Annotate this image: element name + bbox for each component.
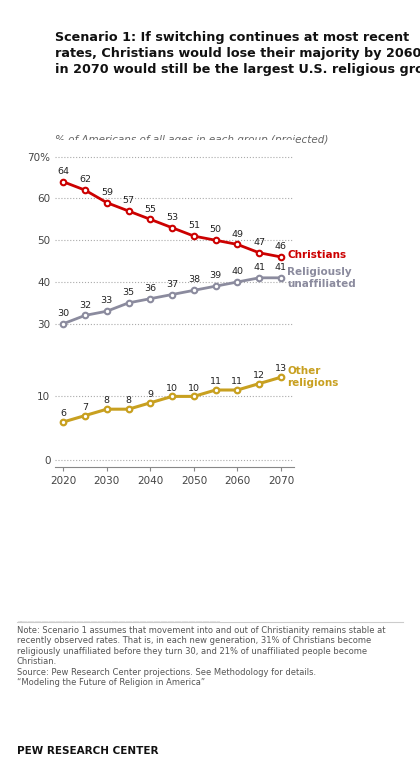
Text: Note: Scenario 1 assumes that movement into and out of Christianity remains stab: Note: Scenario 1 assumes that movement i… <box>17 626 385 687</box>
Text: 32: 32 <box>79 300 91 310</box>
Text: 12: 12 <box>253 371 265 380</box>
Text: 11: 11 <box>231 377 244 386</box>
Text: Religiously
unaffiliated: Religiously unaffiliated <box>287 267 356 289</box>
Text: 7: 7 <box>82 402 88 412</box>
Text: Christians: Christians <box>287 250 346 260</box>
Text: 13: 13 <box>275 364 287 373</box>
Text: 33: 33 <box>101 296 113 306</box>
Text: 55: 55 <box>144 204 156 214</box>
Text: 59: 59 <box>101 188 113 197</box>
Text: 40: 40 <box>231 267 244 276</box>
Text: 37: 37 <box>166 280 178 289</box>
Text: 8: 8 <box>104 396 110 406</box>
Text: 38: 38 <box>188 276 200 284</box>
Text: 50: 50 <box>210 225 222 234</box>
Text: 62: 62 <box>79 175 91 184</box>
Text: 41: 41 <box>253 263 265 272</box>
Text: 39: 39 <box>210 271 222 280</box>
Text: __________________________________________________________: ________________________________________… <box>17 616 220 622</box>
Text: Other
religions: Other religions <box>287 366 339 388</box>
Text: 53: 53 <box>166 213 178 222</box>
Text: 10: 10 <box>166 383 178 392</box>
Text: 6: 6 <box>60 409 66 418</box>
Text: 11: 11 <box>210 377 222 386</box>
Text: 10: 10 <box>188 383 200 392</box>
Text: 36: 36 <box>144 284 156 293</box>
Text: 9: 9 <box>147 390 153 399</box>
Text: 47: 47 <box>253 238 265 247</box>
Text: 46: 46 <box>275 242 287 251</box>
Text: 57: 57 <box>123 196 134 205</box>
Text: 8: 8 <box>126 396 131 406</box>
Text: 41: 41 <box>275 263 287 272</box>
Text: 35: 35 <box>123 288 135 297</box>
Text: % of Americans of all ages in each group (projected): % of Americans of all ages in each group… <box>55 135 328 145</box>
Text: 51: 51 <box>188 221 200 230</box>
Text: 30: 30 <box>57 309 69 318</box>
Text: PEW RESEARCH CENTER: PEW RESEARCH CENTER <box>17 746 158 756</box>
Text: 49: 49 <box>231 230 244 239</box>
Text: 64: 64 <box>57 167 69 176</box>
Text: Scenario 1: If switching continues at most recent
rates, Christians would lose t: Scenario 1: If switching continues at mo… <box>55 31 420 76</box>
